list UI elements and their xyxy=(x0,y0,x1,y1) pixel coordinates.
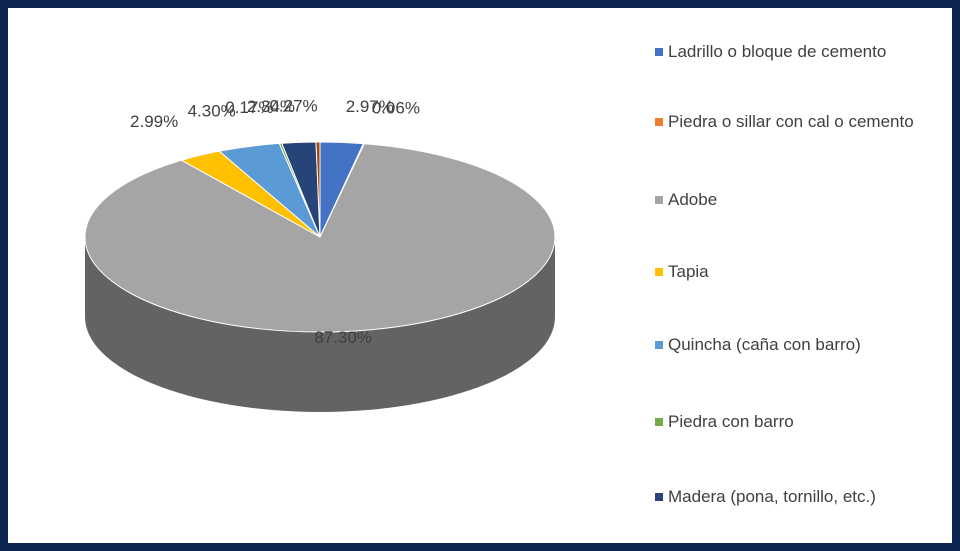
data-label: 2.34% xyxy=(247,97,295,116)
legend-item: Piedra o sillar con cal o cemento xyxy=(655,109,958,135)
data-label: 0.06% xyxy=(372,98,420,117)
legend-label: Tapia xyxy=(668,262,709,281)
legend-label: Adobe xyxy=(668,190,718,209)
legend-swatch xyxy=(655,341,663,349)
data-label: 2.99% xyxy=(130,112,178,131)
pie-slice xyxy=(84,143,556,333)
legend-item: Adobe xyxy=(655,187,958,213)
legend-item: Piedra con barro xyxy=(655,409,958,435)
legend-swatch xyxy=(655,196,663,204)
data-label: 2.97% xyxy=(346,97,394,116)
legend-item: Tapia xyxy=(655,259,958,285)
pie-side xyxy=(85,237,555,412)
legend-label: Quincha (caña con barro) xyxy=(668,335,861,354)
legend-label: Piedra con barro xyxy=(668,412,794,431)
legend-swatch xyxy=(655,118,663,126)
legend-swatch xyxy=(655,418,663,426)
legend-item: Ladrillo o bloque de cemento xyxy=(655,39,958,65)
legend-label: Madera (pona, tornillo, etc.) xyxy=(668,487,876,506)
pie-slice xyxy=(315,141,321,238)
data-label: 0.27% xyxy=(269,96,317,115)
chart: 2.97%0.06% 87.30% 2.99% 4.30%0.17%2.34%0.27… xyxy=(84,96,556,412)
legend-label: Ladrillo o bloque de cemento xyxy=(668,42,887,61)
legend-label: Piedra o sillar con cal o cemento xyxy=(668,112,914,131)
legend-item: Quincha (caña con barro) xyxy=(655,332,958,358)
data-label: 4.30% xyxy=(188,102,236,121)
legend-swatch xyxy=(655,48,663,56)
legend-swatch xyxy=(655,493,663,501)
data-label: 0.17% xyxy=(225,98,273,117)
legend-item: Madera (pona, tornillo, etc.) xyxy=(655,484,958,510)
data-label: 87.30% xyxy=(314,328,372,347)
legend-swatch xyxy=(655,268,663,276)
